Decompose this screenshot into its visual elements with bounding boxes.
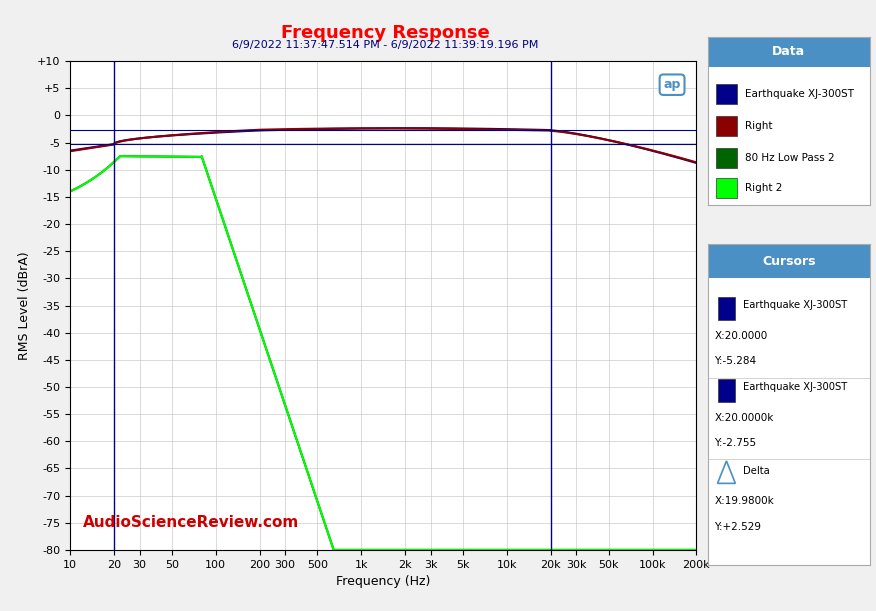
80 Hz Low Pass 2	[65, 188, 75, 195]
Right	[679, 155, 689, 163]
Text: Earthquake XJ-300ST: Earthquake XJ-300ST	[744, 301, 848, 310]
FancyBboxPatch shape	[716, 147, 737, 167]
Right 2	[611, 546, 622, 554]
Right 2	[328, 546, 339, 554]
Right 2	[679, 546, 689, 554]
Text: Cursors: Cursors	[762, 255, 816, 268]
Text: AudioScienceReview.com: AudioScienceReview.com	[82, 515, 299, 530]
Text: Y:-5.284: Y:-5.284	[714, 356, 756, 367]
Line: Earthquake XJ-300ST: Earthquake XJ-300ST	[70, 128, 696, 163]
Text: Delta: Delta	[744, 466, 770, 475]
80 Hz Low Pass 2	[328, 546, 339, 554]
Right 2	[333, 546, 343, 554]
Text: Earthquake XJ-300ST: Earthquake XJ-300ST	[745, 89, 854, 99]
Earthquake XJ-300ST	[305, 126, 315, 133]
Text: Right: Right	[745, 121, 773, 131]
FancyBboxPatch shape	[716, 115, 737, 136]
Right	[691, 159, 702, 166]
Earthquake XJ-300ST	[611, 138, 622, 145]
Right 2	[137, 153, 147, 160]
Text: X:20.0000k: X:20.0000k	[714, 412, 774, 423]
Text: Right 2: Right 2	[745, 183, 782, 193]
Right	[611, 138, 622, 145]
FancyBboxPatch shape	[717, 379, 735, 401]
Text: Frequency Response: Frequency Response	[281, 24, 490, 42]
80 Hz Low Pass 2	[611, 546, 622, 554]
FancyBboxPatch shape	[717, 298, 735, 320]
X-axis label: Frequency (Hz): Frequency (Hz)	[336, 575, 430, 588]
80 Hz Low Pass 2	[333, 546, 343, 554]
FancyBboxPatch shape	[708, 244, 870, 278]
Earthquake XJ-300ST	[173, 131, 184, 139]
Right	[65, 148, 75, 155]
Y-axis label: RMS Level (dBrA): RMS Level (dBrA)	[18, 251, 32, 360]
Right 2	[173, 153, 184, 160]
80 Hz Low Pass 2	[115, 153, 125, 160]
Text: 6/9/2022 11:37:47.514 PM - 6/9/2022 11:39:19.196 PM: 6/9/2022 11:37:47.514 PM - 6/9/2022 11:3…	[232, 40, 539, 50]
Text: 80 Hz Low Pass 2: 80 Hz Low Pass 2	[745, 153, 835, 163]
Text: Y:+2.529: Y:+2.529	[714, 522, 761, 532]
80 Hz Low Pass 2	[305, 477, 315, 485]
Earthquake XJ-300ST	[406, 125, 417, 132]
Line: Right: Right	[70, 128, 696, 163]
Right	[332, 125, 343, 132]
Right	[305, 125, 315, 133]
Text: Data: Data	[773, 45, 805, 58]
FancyBboxPatch shape	[708, 37, 870, 67]
Right 2	[305, 477, 315, 485]
Text: X:20.0000: X:20.0000	[714, 331, 767, 341]
Right 2	[65, 188, 75, 195]
80 Hz Low Pass 2	[173, 153, 184, 160]
80 Hz Low Pass 2	[691, 546, 702, 554]
Earthquake XJ-300ST	[332, 125, 343, 133]
Earthquake XJ-300ST	[137, 134, 147, 142]
Earthquake XJ-300ST	[65, 147, 75, 155]
Line: 80 Hz Low Pass 2: 80 Hz Low Pass 2	[70, 156, 696, 550]
Text: Earthquake XJ-300ST: Earthquake XJ-300ST	[744, 382, 848, 392]
Right	[137, 134, 147, 142]
FancyBboxPatch shape	[716, 84, 737, 104]
Right	[173, 131, 184, 139]
80 Hz Low Pass 2	[679, 546, 689, 554]
Right	[367, 125, 378, 132]
Line: Right 2: Right 2	[70, 156, 696, 550]
Earthquake XJ-300ST	[691, 159, 702, 167]
Text: X:19.9800k: X:19.9800k	[714, 496, 774, 506]
Text: ap: ap	[663, 78, 681, 91]
FancyBboxPatch shape	[716, 178, 737, 198]
80 Hz Low Pass 2	[137, 153, 147, 160]
Right 2	[691, 546, 702, 554]
Right 2	[115, 153, 125, 160]
Text: Y:-2.755: Y:-2.755	[714, 438, 756, 448]
Earthquake XJ-300ST	[679, 156, 689, 163]
